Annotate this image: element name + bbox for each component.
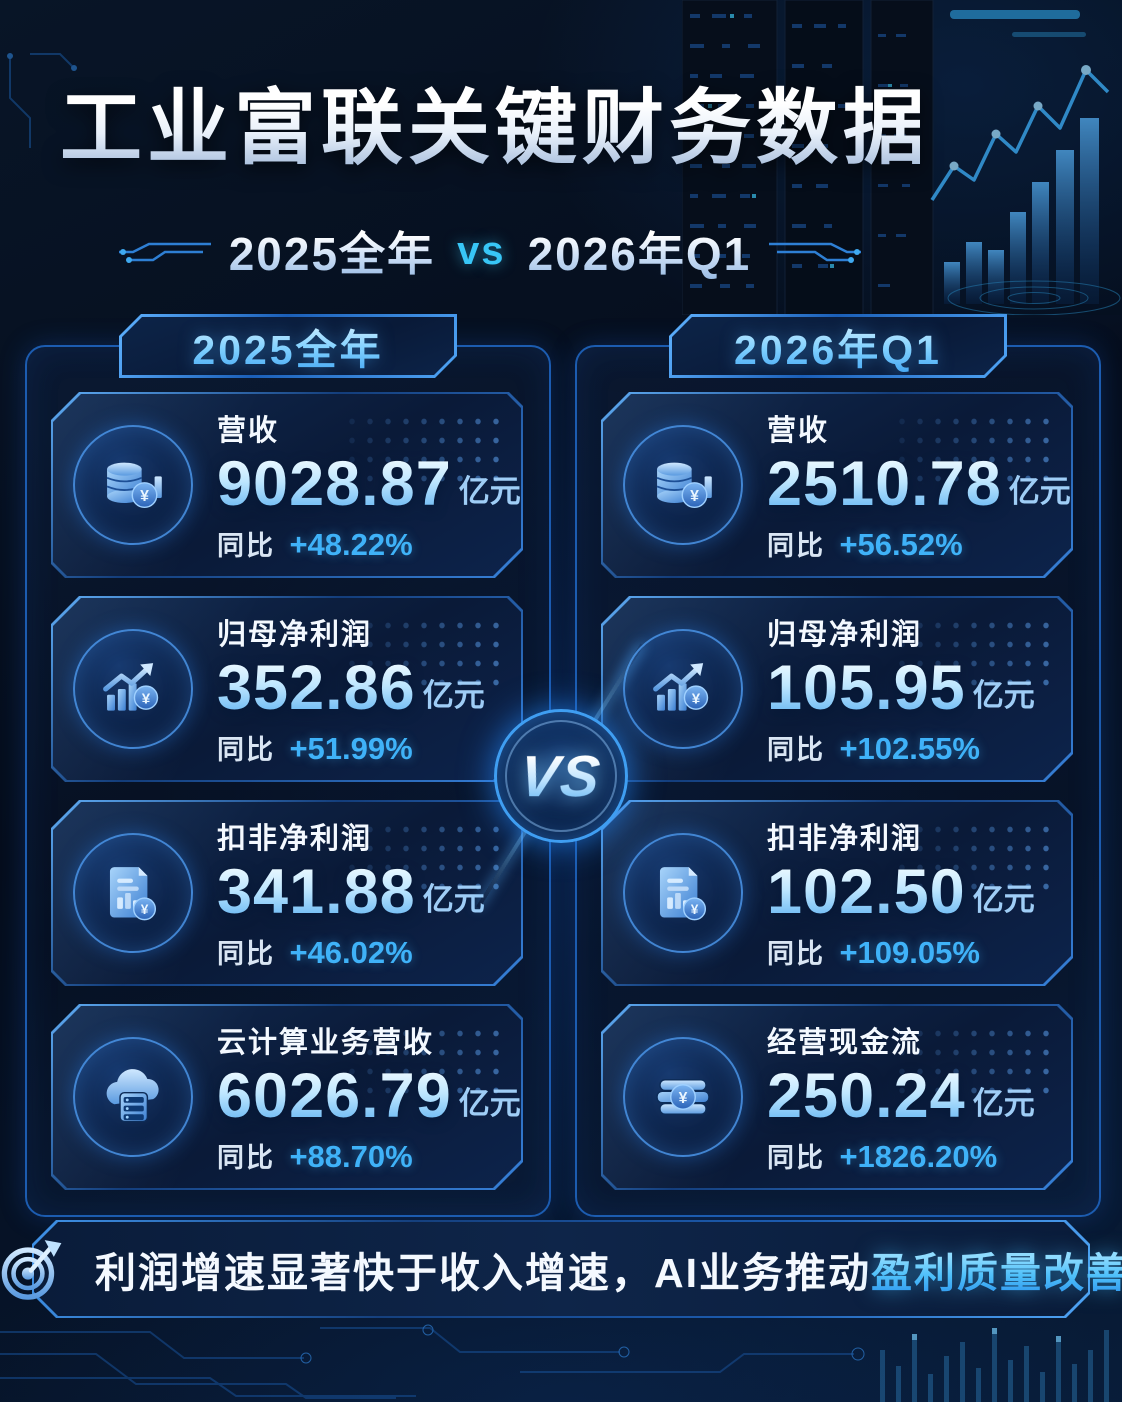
dot-matrix-decoration xyxy=(343,820,503,896)
dot-matrix-decoration xyxy=(893,616,1053,692)
yoy-label: 同比 xyxy=(767,734,825,765)
summary-text-highlight: 盈利质量改善 xyxy=(871,1250,1122,1296)
trend-up-yuan-icon xyxy=(623,629,743,749)
column-header-2026q1: 2026年Q1 xyxy=(669,314,1007,378)
banknotes-yuan-icon xyxy=(623,1037,743,1157)
coins-yuan-icon xyxy=(73,425,193,545)
metric-unit: 亿元 xyxy=(458,1085,521,1121)
yoy-label: 同比 xyxy=(767,938,825,969)
metric-value: 9028.87 xyxy=(217,449,452,520)
yoy-value: +1826.20% xyxy=(839,1138,998,1174)
page-title: 工业富联关键财务数据 xyxy=(60,83,931,174)
yoy-value: +56.52% xyxy=(839,526,963,562)
yoy-label: 同比 xyxy=(767,530,825,561)
metric-unit: 亿元 xyxy=(422,881,485,917)
yoy-value: +51.99% xyxy=(289,730,413,766)
report-yuan-icon xyxy=(623,833,743,953)
card-2025-revenue: 营收 9028.87 亿元 同比 +48.22% xyxy=(51,392,523,578)
yoy-value: +88.70% xyxy=(289,1138,413,1174)
dot-matrix-decoration xyxy=(343,1024,503,1100)
yoy-label: 同比 xyxy=(767,1142,825,1173)
subtitle-left-period: 2025全年 xyxy=(229,218,435,284)
metric-unit: 亿元 xyxy=(972,677,1035,713)
metric-unit: 亿元 xyxy=(972,881,1035,917)
circuit-decoration-left xyxy=(118,242,211,263)
yoy-value: +46.02% xyxy=(289,934,413,970)
dot-matrix-decoration xyxy=(343,616,503,692)
dot-matrix-decoration xyxy=(893,412,1053,488)
metric-label: 扣非净利润 xyxy=(217,823,373,856)
summary-text: 利润增速显著快于收入增速，AI业务推动盈利质量改善 xyxy=(95,1239,1122,1299)
cloud-server-icon xyxy=(73,1037,193,1157)
subtitle-right-period: 2026年Q1 xyxy=(528,218,752,284)
dot-matrix-decoration xyxy=(893,1024,1053,1100)
metric-value: 352.86 xyxy=(217,653,416,724)
metric-value: 6026.79 xyxy=(217,1061,452,1132)
column-2026q1: 2026年Q1 营收 2510.78 亿元 同比 +56.52% xyxy=(575,345,1101,1217)
yoy-label: 同比 xyxy=(217,1142,275,1173)
metric-label: 营收 xyxy=(767,415,830,448)
card-2026q1-deducted-profit: 扣非净利润 102.50 亿元 同比 +109.05% xyxy=(601,800,1073,986)
yoy-value: +109.05% xyxy=(839,934,980,970)
card-2026q1-operating-cashflow: 经营现金流 250.24 亿元 同比 +1826.20% xyxy=(601,1004,1073,1190)
metric-value: 250.24 xyxy=(767,1061,966,1132)
column-2025: 2025全年 营收 9028.87 亿元 同比 +48.22% xyxy=(25,345,551,1217)
metric-unit: 亿元 xyxy=(458,473,521,509)
subtitle: 2025全年 vs 2026年Q1 xyxy=(60,218,920,284)
metric-value: 341.88 xyxy=(217,857,416,928)
vs-circle: VS xyxy=(494,709,628,843)
card-2026q1-net-profit: 归母净利润 105.95 亿元 同比 +102.55% xyxy=(601,596,1073,782)
subtitle-vs: vs xyxy=(457,228,506,273)
report-yuan-icon xyxy=(73,833,193,953)
trend-up-yuan-icon xyxy=(73,629,193,749)
card-2025-cloud-revenue: 云计算业务营收 6026.79 亿元 同比 +88.70% xyxy=(51,1004,523,1190)
yoy-label: 同比 xyxy=(217,530,275,561)
column-header-label: 2026年Q1 xyxy=(734,316,942,376)
coins-yuan-icon xyxy=(623,425,743,545)
metric-unit: 亿元 xyxy=(1008,473,1071,509)
yoy-value: +48.22% xyxy=(289,526,413,562)
card-2025-net-profit: 归母净利润 352.86 亿元 同比 +51.99% xyxy=(51,596,523,782)
vs-label: VS xyxy=(516,743,606,809)
yoy-value: +102.55% xyxy=(839,730,980,766)
metric-value: 2510.78 xyxy=(767,449,1002,520)
summary-bar: 利润增速显著快于收入增速，AI业务推动盈利质量改善 xyxy=(32,1220,1122,1318)
metric-label: 营收 xyxy=(217,415,280,448)
vs-badge: VS xyxy=(476,643,644,909)
badge-inner: 2026年Q1 xyxy=(672,317,1004,375)
circuit-decoration-right xyxy=(769,242,862,263)
column-header-label: 2025全年 xyxy=(192,316,383,376)
bottom-decoration xyxy=(0,1324,1109,1402)
metric-unit: 亿元 xyxy=(972,1085,1035,1121)
card-2025-deducted-profit: 扣非净利润 341.88 亿元 同比 +46.02% xyxy=(51,800,523,986)
metric-label: 归母净利润 xyxy=(767,619,923,652)
metric-label: 经营现金流 xyxy=(767,1027,923,1060)
metric-value: 105.95 xyxy=(767,653,966,724)
dot-matrix-decoration xyxy=(343,412,503,488)
metric-label: 云计算业务营收 xyxy=(217,1027,435,1060)
badge-inner: 2025全年 xyxy=(122,317,454,375)
column-header-2025: 2025全年 xyxy=(119,314,457,378)
metric-unit: 亿元 xyxy=(422,677,485,713)
card-2026q1-revenue: 营收 2510.78 亿元 同比 +56.52% xyxy=(601,392,1073,578)
summary-text-plain: 利润增速显著快于收入增速，AI业务推动 xyxy=(95,1250,871,1296)
metric-label: 归母净利润 xyxy=(217,619,373,652)
dot-matrix-decoration xyxy=(893,820,1053,896)
metric-value: 102.50 xyxy=(767,857,966,928)
yoy-label: 同比 xyxy=(217,734,275,765)
yoy-label: 同比 xyxy=(217,938,275,969)
target-arrow-icon xyxy=(0,1231,69,1307)
metric-label: 扣非净利润 xyxy=(767,823,923,856)
